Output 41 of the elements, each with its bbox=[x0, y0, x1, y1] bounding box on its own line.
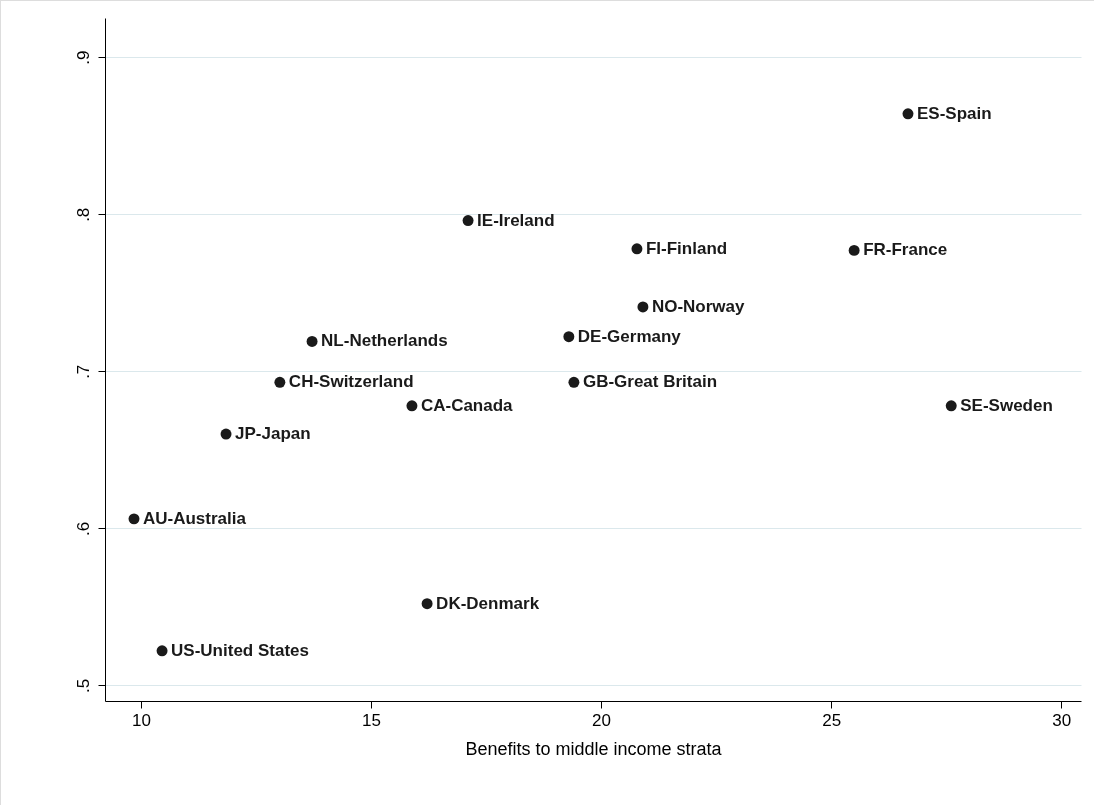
annotation: FI-Finland bbox=[645, 238, 728, 258]
y-tick-label: .6 bbox=[73, 521, 93, 536]
x-tick-label: 20 bbox=[592, 710, 612, 730]
x-axis-title: Benefits to middle income strata bbox=[465, 738, 723, 759]
point bbox=[274, 376, 286, 388]
point bbox=[306, 335, 318, 347]
annotation: FR-France bbox=[863, 240, 948, 260]
y-tick-label: .8 bbox=[73, 207, 93, 222]
point bbox=[128, 513, 140, 525]
annotation: DE-Germany bbox=[577, 326, 682, 346]
point bbox=[406, 400, 418, 412]
annotation: DK-Denmark bbox=[436, 593, 540, 613]
point bbox=[568, 376, 580, 388]
x-tick-label: 10 bbox=[131, 710, 151, 730]
x-tick-label: 15 bbox=[362, 710, 381, 730]
annotation: NO-Norway bbox=[651, 296, 746, 316]
y-tick-label: .9 bbox=[73, 50, 93, 65]
annotation: CH-Switzerland bbox=[288, 372, 414, 392]
point bbox=[462, 215, 474, 227]
annotation: SE-Sweden bbox=[960, 395, 1053, 415]
annotation: JP-Japan bbox=[235, 424, 311, 444]
point bbox=[945, 400, 957, 412]
y-tick-label: .5 bbox=[73, 678, 93, 693]
x-tick-label: 25 bbox=[822, 710, 842, 730]
annotation: US-United States bbox=[171, 640, 309, 660]
y-tick-label: .7 bbox=[73, 364, 93, 379]
point bbox=[156, 645, 168, 657]
point bbox=[848, 244, 860, 256]
annotation: ES-Spain bbox=[916, 103, 992, 123]
point bbox=[637, 301, 649, 313]
point bbox=[631, 243, 643, 255]
point bbox=[563, 331, 575, 343]
annotation: GB-Great Britain bbox=[582, 372, 718, 392]
x-tick-label: 30 bbox=[1052, 710, 1072, 730]
annotation: AU-Australia bbox=[142, 508, 247, 528]
point bbox=[902, 108, 914, 120]
point bbox=[421, 598, 433, 610]
annotation: IE-Ireland bbox=[477, 210, 555, 230]
annotation: CA-Canada bbox=[420, 395, 514, 415]
point bbox=[220, 428, 232, 440]
annotation: NL-Netherlands bbox=[321, 331, 448, 351]
